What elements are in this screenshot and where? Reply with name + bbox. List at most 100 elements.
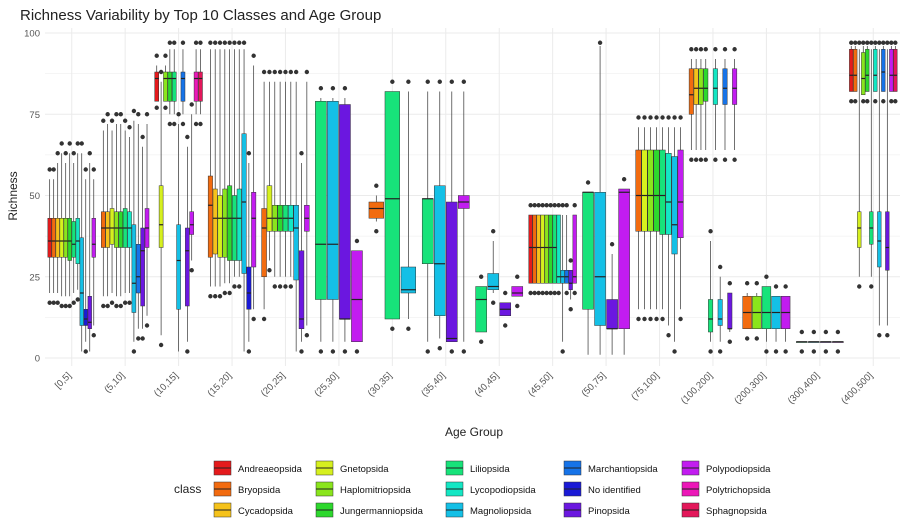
- legend-label: Sphagnopsida: [706, 506, 767, 517]
- legend: class Andreaeopsida Bryopsida Cycadopsida G…: [174, 460, 771, 518]
- box: [59, 218, 64, 258]
- outlier-point: [678, 316, 683, 322]
- x-tick-label: (200,300]: [732, 370, 768, 406]
- outlier-point: [131, 349, 137, 354]
- box: [594, 192, 606, 326]
- legend-label: Cycadopsida: [238, 506, 294, 517]
- x-tick-label: (50,75]: [580, 370, 609, 399]
- box: [189, 211, 194, 235]
- x-tick-label: (15,20]: [205, 370, 234, 399]
- outlier-point: [354, 238, 360, 244]
- outlier-point: [47, 300, 52, 305]
- outlier-point: [461, 79, 467, 84]
- outlier-point: [232, 284, 237, 289]
- outlier-point: [185, 349, 190, 354]
- box: [131, 224, 137, 313]
- box: [885, 211, 890, 271]
- box: [180, 71, 186, 102]
- box: [351, 250, 363, 342]
- outlier-point: [208, 40, 213, 45]
- outlier-point: [885, 40, 890, 45]
- outlier-point: [727, 281, 733, 286]
- outlier-point: [127, 300, 132, 305]
- box: [298, 250, 305, 329]
- outlier-point: [67, 303, 72, 309]
- box: [51, 218, 56, 258]
- outlier-point: [754, 336, 759, 341]
- outlier-point: [189, 268, 194, 273]
- outlier-point: [540, 290, 545, 296]
- outlier-point: [853, 99, 858, 104]
- outlier-point: [666, 333, 671, 338]
- outlier-point: [198, 40, 203, 45]
- outlier-point: [425, 349, 430, 354]
- x-tick-label: (40,45]: [473, 370, 502, 399]
- outlier-point: [75, 141, 80, 146]
- outlier-point: [708, 349, 713, 354]
- box: [556, 214, 561, 284]
- box: [653, 149, 660, 232]
- box: [582, 192, 594, 310]
- x-tick-label: (10,15]: [152, 370, 181, 399]
- outlier-point: [217, 40, 223, 45]
- y-axis-ticks: 0 25 50 75 100: [24, 29, 40, 365]
- outlier-point: [597, 40, 603, 45]
- outlier-point: [877, 40, 882, 45]
- box: [251, 192, 257, 268]
- box: [236, 188, 242, 261]
- x-tick-label: (75,100]: [629, 370, 661, 402]
- box: [446, 201, 458, 342]
- outlier-point: [893, 99, 898, 104]
- box: [176, 224, 181, 310]
- outlier-point: [288, 284, 294, 289]
- outlier-point: [540, 203, 545, 208]
- box: [853, 49, 858, 92]
- outlier-point: [560, 349, 565, 354]
- outlier-point: [237, 284, 242, 289]
- outlier-point: [857, 40, 862, 45]
- box: [114, 211, 119, 248]
- outlier-point: [122, 300, 128, 305]
- box: [548, 214, 553, 284]
- outlier-point: [564, 203, 569, 208]
- outlier-point: [163, 53, 168, 58]
- box: [572, 214, 577, 284]
- outlier-point: [754, 281, 759, 286]
- box: [140, 227, 145, 307]
- box: [635, 149, 642, 232]
- box: [618, 188, 630, 329]
- outlier-point: [865, 40, 870, 45]
- outlier-point: [799, 329, 805, 335]
- outlier-point: [193, 40, 199, 45]
- outlier-point: [189, 102, 194, 107]
- outlier-point: [172, 121, 177, 127]
- outlier-point: [79, 141, 84, 146]
- outlier-point: [122, 118, 128, 123]
- outlier-point: [299, 151, 304, 156]
- outlier-point: [552, 203, 557, 208]
- box: [665, 153, 672, 235]
- outlier-point: [689, 157, 694, 162]
- outlier-point: [91, 333, 96, 338]
- outlier-point: [59, 141, 64, 146]
- outlier-point: [437, 79, 442, 84]
- outlier-point: [556, 203, 561, 208]
- outlier-point: [799, 349, 805, 354]
- outlier-point: [666, 115, 671, 120]
- outlier-point: [642, 316, 647, 322]
- outlier-point: [51, 167, 56, 172]
- box: [212, 188, 218, 255]
- outlier-point: [246, 349, 252, 354]
- y-tick-label: 50: [29, 191, 40, 202]
- box: [857, 211, 862, 248]
- outlier-point: [703, 47, 708, 52]
- outlier-point: [222, 290, 228, 296]
- outlier-point: [374, 229, 379, 234]
- outlier-point: [71, 151, 76, 156]
- outlier-point: [648, 316, 653, 322]
- outlier-point: [672, 115, 677, 120]
- outlier-point: [536, 290, 541, 296]
- box: [87, 296, 92, 329]
- box: [47, 218, 52, 258]
- outlier-point: [717, 349, 723, 354]
